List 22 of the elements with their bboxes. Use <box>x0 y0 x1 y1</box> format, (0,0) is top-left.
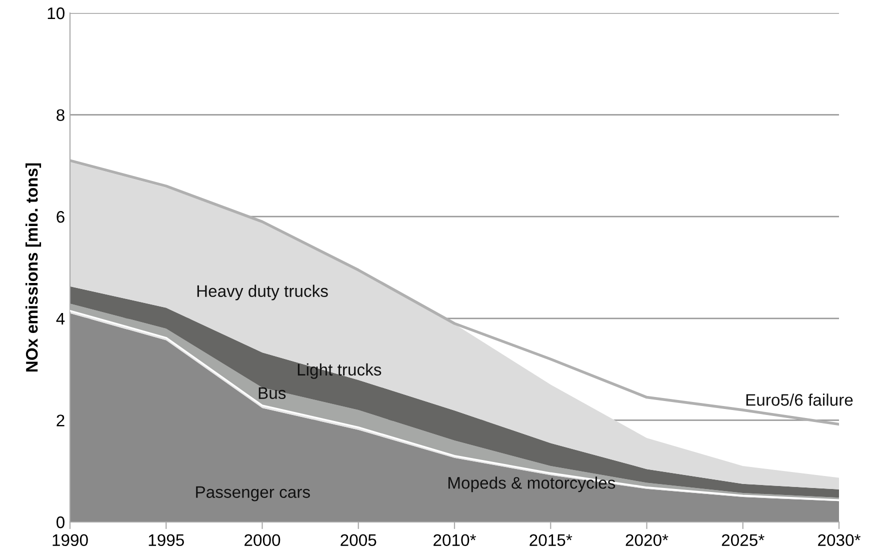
series-label: Light trucks <box>298 363 382 379</box>
x-tick-label: 2000 <box>244 534 280 546</box>
x-tick-label: 2005 <box>340 534 376 546</box>
y-tick-label: 2 <box>56 414 64 426</box>
y-tick-label: 6 <box>56 211 64 223</box>
y-tick-label: 10 <box>48 7 64 20</box>
series-label: Mopeds & motorcycles <box>448 476 616 492</box>
x-tick-label: 2025* <box>722 534 764 546</box>
x-tick-label: 1990 <box>52 534 88 546</box>
y-tick-label: 4 <box>56 312 65 324</box>
series-label: Passenger cars <box>196 486 310 502</box>
series-label: Bus <box>258 387 286 400</box>
y-tick-label: 8 <box>56 109 64 122</box>
y-tick-label: 0 <box>56 516 64 528</box>
x-tick-label: 1995 <box>148 534 184 546</box>
series-label: Heavy duty trucks <box>197 284 328 300</box>
series-label: Euro5/6 failure <box>746 394 853 406</box>
x-tick-label: 2020* <box>626 534 668 546</box>
x-tick-label: 2010* <box>434 534 476 546</box>
x-tick-label: 2015* <box>530 534 572 546</box>
y-axis-title: NOx emissions [mio. tons] <box>26 163 42 372</box>
x-tick-label: 2030* <box>818 534 861 546</box>
